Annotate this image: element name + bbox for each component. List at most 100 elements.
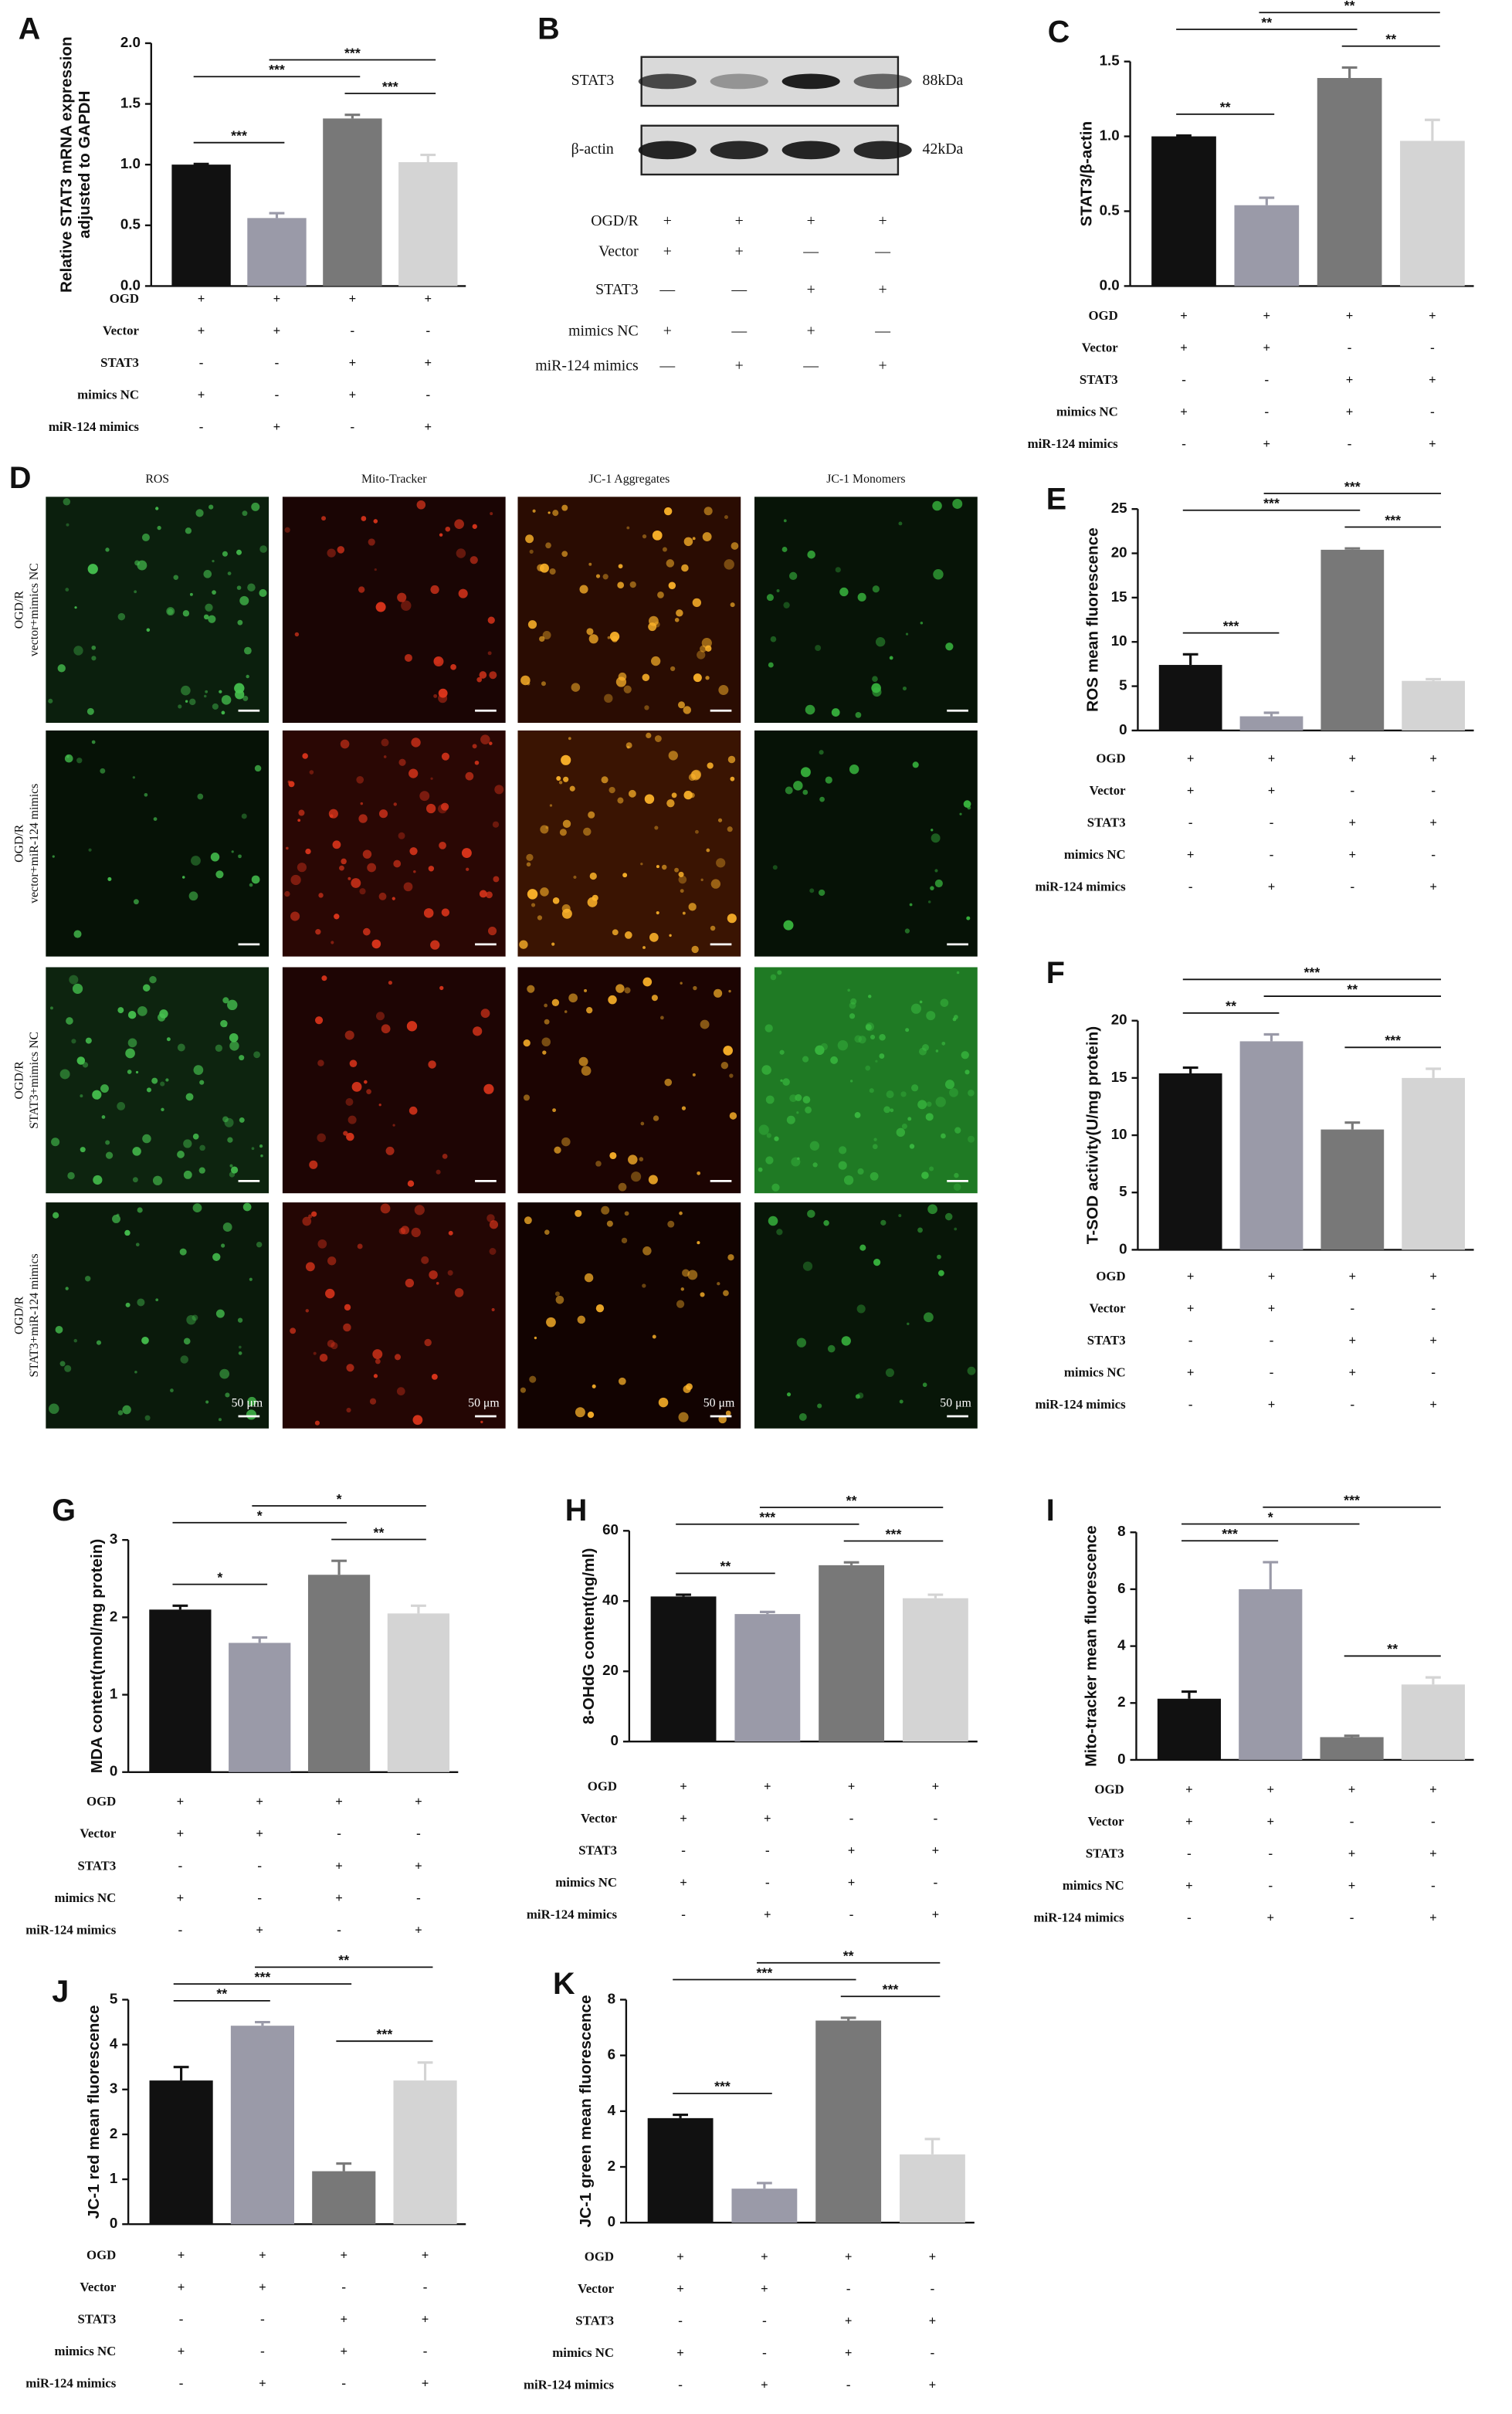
significance-label: *** [883, 1982, 899, 1997]
cell-signal [93, 1175, 103, 1185]
cell-signal [146, 628, 151, 632]
cell-signal [203, 694, 207, 698]
cell-signal [819, 750, 824, 755]
cell-signal [575, 1407, 585, 1418]
cell-signal [568, 737, 571, 741]
cell-signal [968, 1135, 975, 1143]
cell-signal [349, 1060, 358, 1068]
condition-sign: - [1351, 880, 1355, 894]
cell-signal [907, 1322, 910, 1326]
cell-signal [229, 1164, 233, 1168]
cell-signal [571, 683, 581, 692]
cell-signal [318, 893, 324, 898]
cell-signal [433, 656, 441, 664]
condition-sign: + [761, 2378, 768, 2392]
cell-signal [439, 985, 444, 991]
condition-sign: + [422, 2312, 429, 2327]
bar [1151, 136, 1216, 286]
cell-signal [493, 876, 500, 883]
panel-letter: E [1046, 483, 1066, 517]
cell-signal [648, 622, 657, 632]
cell-signal [91, 645, 97, 650]
y-axis-label: 8-OHdG content(ng/ml) [580, 1548, 598, 1724]
panel-letter: B [537, 12, 560, 46]
cell-signal [765, 1156, 774, 1165]
cell-signal [392, 1124, 395, 1127]
cell-signal [583, 827, 592, 836]
cell-signal [871, 683, 881, 693]
cell-signal [125, 1048, 135, 1059]
condition-sign: - [1431, 847, 1436, 862]
significance-label: ** [216, 1986, 227, 2002]
cell-signal [132, 1177, 138, 1183]
cell-signal [489, 1220, 499, 1229]
cell-signal [727, 755, 736, 764]
condition-label: mimics NC [552, 2345, 614, 2360]
cell-signal [146, 1087, 152, 1093]
cell-signal [239, 1055, 245, 1061]
cell-signal [825, 776, 832, 784]
condition-sign: - [1181, 372, 1186, 387]
bar [1400, 141, 1465, 286]
cell-signal [105, 548, 110, 552]
cell-signal [551, 942, 555, 946]
cell-signal [65, 588, 69, 592]
cell-signal [615, 676, 627, 687]
cell-signal [290, 911, 300, 921]
condition-sign: + [198, 388, 205, 402]
cell-signal [339, 865, 344, 871]
cell-signal [727, 826, 733, 832]
cell-signal [67, 1171, 75, 1180]
cell-signal [396, 1387, 405, 1395]
cell-signal [549, 568, 556, 575]
condition-sign: + [932, 1907, 940, 1922]
cell-signal [782, 1078, 790, 1086]
cell-signal [412, 1415, 423, 1426]
cell-signal [177, 1043, 185, 1052]
significance-label: *** [255, 1969, 271, 1985]
condition-label: miR-124 mimics [49, 419, 140, 434]
cell-signal [872, 585, 880, 593]
cell-signal [414, 1205, 425, 1215]
y-tick-label: 40 [602, 1592, 619, 1608]
cell-signal [243, 646, 252, 655]
cell-signal [479, 671, 487, 679]
cell-signal [728, 989, 731, 993]
cell-signal [251, 502, 260, 511]
cell-signal [117, 1410, 124, 1416]
blot-band [853, 73, 912, 90]
cell-signal [315, 1016, 324, 1025]
condition-sign: - [1430, 404, 1435, 419]
cell-signal [239, 1345, 242, 1349]
cell-signal [344, 1304, 351, 1311]
condition-sign: + [845, 2314, 853, 2328]
cell-signal [480, 734, 490, 744]
significance-label: ** [846, 1493, 857, 1508]
condition-sign: + [663, 322, 672, 339]
cell-signal [65, 1287, 69, 1290]
condition-sign: - [931, 2281, 935, 2296]
cell-signal [925, 1113, 934, 1121]
cell-signal [631, 1171, 642, 1182]
micrograph [46, 497, 270, 724]
cell-signal [311, 1211, 317, 1217]
condition-sign: - [765, 1875, 770, 1890]
condition-sign: - [1187, 1846, 1192, 1860]
cell-signal [305, 1262, 315, 1272]
condition-label: mimics NC [77, 388, 139, 402]
condition-label: miR-124 mimics [1034, 1911, 1125, 1925]
cell-signal [231, 850, 234, 853]
condition-sign: + [848, 1875, 856, 1890]
condition-sign: + [879, 281, 887, 298]
cell-signal [873, 1259, 881, 1266]
cell-signal [919, 1000, 923, 1004]
error-bar [255, 2020, 270, 2026]
cell-signal [561, 904, 571, 913]
condition-sign: + [415, 1858, 422, 1873]
cell-signal [227, 999, 238, 1011]
condition-sign: + [1429, 1911, 1437, 1925]
cell-signal [796, 1111, 799, 1114]
condition-sign: - [341, 2280, 346, 2294]
cell-signal [701, 638, 712, 649]
cell-signal [473, 1026, 483, 1036]
